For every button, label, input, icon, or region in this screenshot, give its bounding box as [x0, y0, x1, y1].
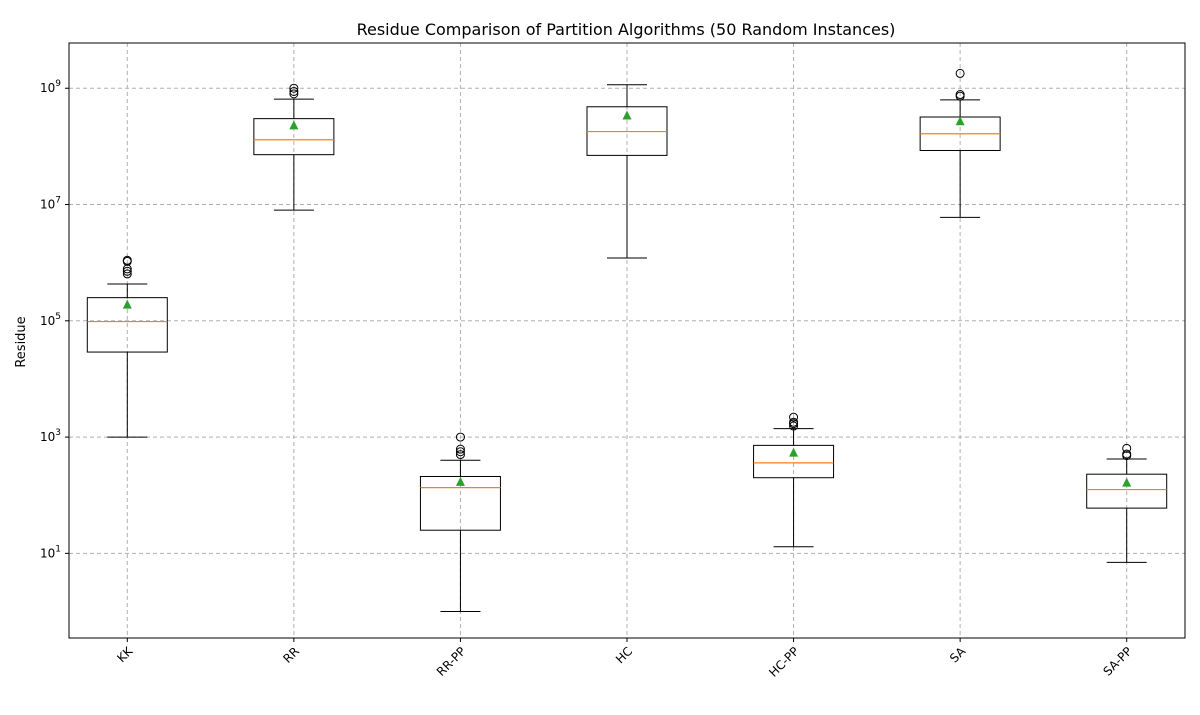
box-series: [86, 68, 1168, 612]
box-rr-pp: [419, 432, 501, 612]
mean-marker: [289, 120, 299, 130]
outlier-point: [789, 412, 799, 422]
outlier-point: [122, 255, 132, 265]
box-hc: [586, 84, 668, 259]
outlier-point: [1122, 449, 1132, 459]
x-tick-label: HC-PP: [766, 644, 802, 680]
outlier-point: [289, 89, 299, 99]
y-tick-label: 109: [40, 79, 61, 95]
outlier-point: [789, 421, 799, 431]
y-tick-label: 105: [40, 312, 61, 328]
outlier-point: [289, 86, 299, 96]
mean-marker: [955, 116, 965, 126]
mean-marker: [455, 476, 465, 486]
y-tick-label: 107: [40, 196, 61, 212]
outlier-point: [455, 444, 465, 454]
x-tick-label: RR: [280, 644, 302, 666]
x-tick-label: SA-PP: [1100, 644, 1134, 678]
y-tick-label: 101: [40, 544, 61, 560]
iqr-box: [753, 444, 835, 479]
outlier-point: [122, 269, 132, 279]
mean-marker: [1122, 477, 1132, 487]
box-sa-pp: [1086, 443, 1168, 563]
outlier-point: [955, 90, 965, 100]
box-hc-pp: [753, 412, 835, 548]
outlier-point: [1122, 443, 1132, 453]
iqr-box: [253, 118, 335, 156]
mean-marker: [122, 299, 132, 309]
iqr-box: [419, 475, 501, 531]
box-rr: [253, 83, 335, 211]
box-sa: [919, 68, 1001, 218]
chart-title: Residue Comparison of Partition Algorith…: [357, 20, 896, 39]
y-tick-label: 103: [40, 428, 61, 444]
x-tick-label: KK: [114, 643, 136, 665]
outlier-point: [955, 68, 965, 78]
y-axis: 101 103 105 107 109: [40, 79, 69, 560]
outlier-point: [789, 417, 799, 427]
mean-marker: [622, 110, 632, 120]
outlier-point: [289, 83, 299, 93]
x-tick-label: HC: [613, 644, 635, 666]
y-axis-label: Residue: [14, 316, 29, 367]
outlier-point: [122, 266, 132, 276]
iqr-box: [86, 297, 168, 353]
outlier-point: [455, 450, 465, 460]
grid-lines: [69, 43, 1185, 638]
box-kk: [86, 255, 168, 438]
x-tick-label: SA: [947, 644, 969, 666]
x-axis: KK RR RR-PP HC HC-PP SA SA-PP: [114, 638, 1135, 680]
mean-marker: [789, 447, 799, 457]
outlier-point: [455, 432, 465, 442]
x-tick-label: RR-PP: [434, 644, 469, 679]
iqr-box: [1086, 473, 1168, 509]
outlier-point: [455, 447, 465, 457]
